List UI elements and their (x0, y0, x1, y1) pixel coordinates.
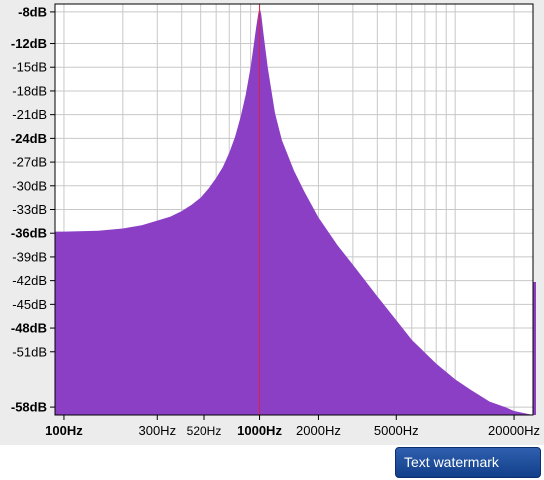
x-tick-label: 520Hz (187, 424, 222, 438)
y-tick-label: -39dB (12, 249, 47, 264)
text-watermark-button[interactable]: Text watermark (395, 447, 541, 478)
x-tick-label: 100Hz (45, 423, 83, 438)
y-tick-label: -18dB (12, 83, 47, 98)
y-tick-label: -42dB (12, 273, 47, 288)
y-tick-label: -36dB (11, 226, 47, 241)
y-tick-label: -15dB (12, 60, 47, 75)
spectrum-area (55, 8, 533, 415)
y-tick-label: -27dB (12, 155, 47, 170)
y-tick-label: -24dB (11, 131, 47, 146)
x-tick-label: 2000Hz (296, 423, 341, 438)
right-edge-strip (533, 282, 536, 415)
x-tick-label: 20000Hz (488, 423, 540, 438)
y-tick-label: -21dB (12, 107, 47, 122)
x-tick-label: 5000Hz (374, 423, 419, 438)
y-tick-label: -45dB (12, 297, 47, 312)
spectrum-window: -8dB -12dB -15dB -18dB -21dB -24dB -27dB -30dB -… (0, 0, 544, 445)
x-tick-label: 300Hz (138, 423, 176, 438)
y-tick-label: -8dB (18, 4, 47, 19)
x-tick-label: 1000Hz (237, 423, 282, 438)
y-tick-label: -12dB (11, 36, 47, 51)
y-tick-label: -33dB (12, 202, 47, 217)
y-tick-label: -58dB (11, 400, 47, 415)
spectrum-chart: -8dB -12dB -15dB -18dB -21dB -24dB -27dB -30dB -… (11, 3, 540, 438)
y-tick-label: -48dB (11, 321, 47, 336)
y-tick-label: -30dB (12, 178, 47, 193)
y-tick-label: -51dB (12, 344, 47, 359)
